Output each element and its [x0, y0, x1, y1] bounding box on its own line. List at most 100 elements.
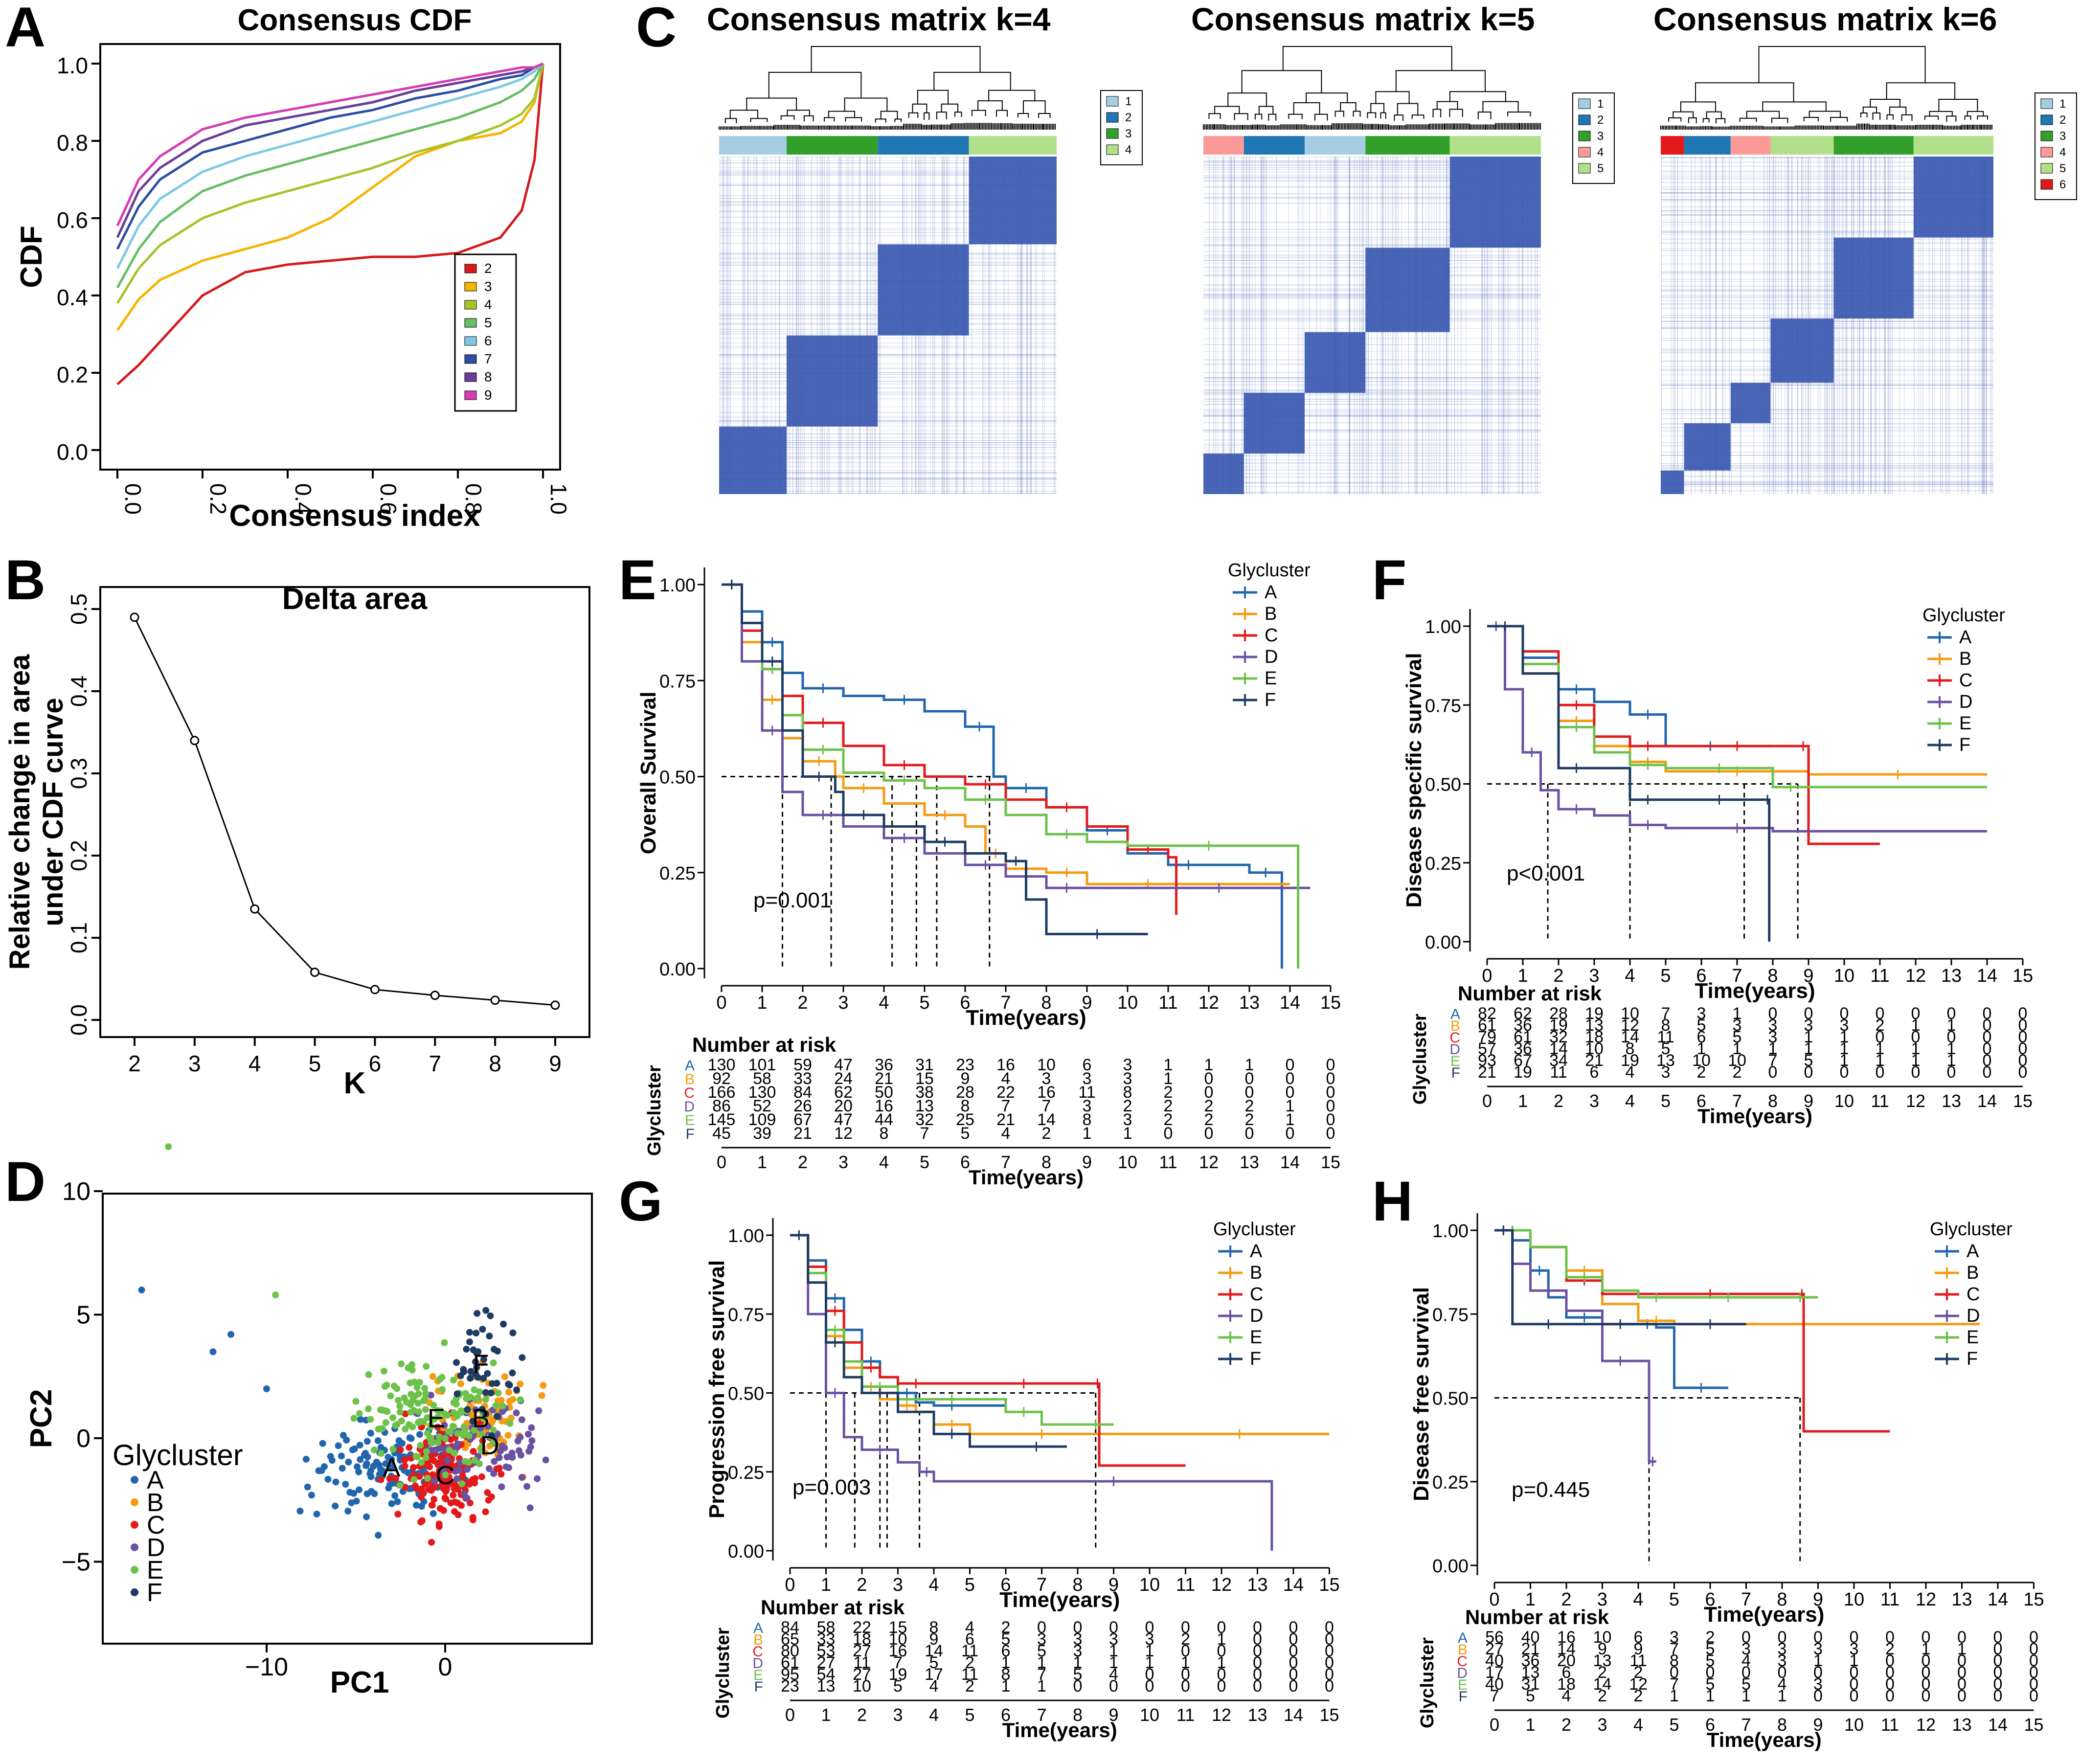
risk-cell: 0: [1217, 1642, 1226, 1660]
risk-cell: 6: [965, 1630, 974, 1649]
risk-cell: 0: [1326, 1083, 1335, 1102]
pca-point-C: [426, 1463, 433, 1470]
cluster-bar-segment: [1305, 136, 1366, 155]
km-ytick-label: 0.00: [1432, 1556, 1469, 1577]
risk-cell: 1: [1204, 1056, 1214, 1074]
pca-point-A: [388, 1456, 395, 1463]
consensus-matrix-k4: 1 2 3 4: [719, 46, 1143, 494]
pca-point-D: [497, 1447, 504, 1455]
risk-cell: 52: [753, 1097, 771, 1115]
pca-point-D: [491, 1458, 498, 1465]
b-xtick-label: 3: [188, 1051, 201, 1076]
risk-cell: 61: [781, 1653, 799, 1672]
pca-point-A: [320, 1463, 328, 1470]
risk-cell: 3: [1083, 1097, 1092, 1115]
cdf-line-k9: [116, 62, 544, 226]
risk-cell: 2: [1164, 1110, 1173, 1129]
km-xtick-label: 6: [1705, 1589, 1715, 1610]
risk-xtick-label: 15: [2013, 1091, 2033, 1111]
cluster-legend-label: 4: [1597, 146, 1604, 159]
km-xtick-label: 12: [1916, 1589, 1936, 1610]
risk-cell: 0: [1922, 1687, 1931, 1705]
panel-b-ylabel-1: Relative change in area: [4, 654, 36, 970]
risk-cell: 32: [915, 1110, 934, 1129]
risk-row-label: F: [686, 1126, 695, 1142]
pca-point-C: [420, 1490, 427, 1497]
cluster-legend-swatch: [1578, 163, 1591, 174]
risk-row-label: E: [753, 1667, 763, 1683]
pca-point-C: [401, 1456, 408, 1464]
risk-xtick-label: 0: [717, 1152, 726, 1172]
risk-cell: 12: [834, 1124, 853, 1143]
pca-point-A: [371, 1490, 378, 1497]
a-legend-label: 7: [484, 351, 492, 366]
pca-point-A: [367, 1473, 375, 1480]
pca-centroid-label: E: [428, 1404, 445, 1433]
risk-xtick-label: 8: [1777, 1715, 1787, 1735]
risk-cell: 2: [1733, 1063, 1742, 1082]
risk-cell: 8: [1001, 1665, 1011, 1684]
km-curve-E: [1487, 625, 1987, 789]
km-xlabel: Time(years): [1695, 979, 1815, 1003]
a-legend-swatch: [464, 390, 477, 400]
consensus-block: [1203, 453, 1244, 494]
risk-cell: 2: [1245, 1097, 1254, 1115]
km-xtick-label: 15: [2012, 966, 2033, 986]
pca-point-E: [428, 1439, 435, 1447]
pca-point-D: [513, 1409, 520, 1417]
risk-cell: 1: [1073, 1653, 1083, 1672]
consensus-matrix-k5: 1 2 3 4 5: [1203, 46, 1615, 494]
risk-cell: 0: [1885, 1651, 1895, 1670]
pca-point-A: [348, 1499, 355, 1507]
risk-row-label: E: [685, 1112, 695, 1129]
risk-cell: 58: [817, 1618, 836, 1637]
pca-point-D: [496, 1454, 503, 1461]
risk-cell: 0: [1778, 1663, 1787, 1682]
risk-cell: 0: [1741, 1663, 1751, 1682]
risk-xtick-label: 6: [1705, 1715, 1715, 1735]
pca-point-E: [396, 1482, 404, 1489]
risk-row-label: E: [1458, 1677, 1468, 1693]
pca-point-A: [367, 1429, 374, 1437]
risk-cell: 8: [1626, 1040, 1635, 1058]
risk-cell: 18: [853, 1630, 871, 1649]
risk-cell: 5: [1741, 1675, 1751, 1694]
risk-row-label: F: [1451, 1065, 1460, 1081]
cluster-legend-swatch: [1578, 131, 1591, 141]
risk-row-label: C: [1449, 1030, 1460, 1046]
risk-cell: 40: [1485, 1651, 1504, 1670]
km-legend-label: B: [1250, 1263, 1262, 1283]
cluster-legend-label: 2: [1597, 113, 1604, 127]
km-xtick-label: 14: [1283, 1575, 1304, 1595]
b-xtick-label: 7: [429, 1051, 441, 1076]
pca-point-E: [416, 1379, 423, 1386]
km-ytick-label: 0.75: [1432, 1305, 1469, 1325]
pca-point-E: [367, 1416, 374, 1423]
km-pvalue: p=0.001: [753, 888, 832, 912]
pca-point-F: [484, 1370, 491, 1377]
km-legend-title: Glycluster: [1228, 560, 1311, 581]
km-curve-A: [1494, 1229, 1728, 1389]
pca-point-F: [453, 1390, 461, 1398]
risk-cell: 10: [853, 1677, 871, 1696]
km-xtick-label: 1: [821, 1575, 831, 1595]
risk-row-label: D: [684, 1099, 695, 1115]
cluster-legend-label: 1: [2059, 97, 2066, 111]
risk-cell: 10: [1728, 1051, 1746, 1070]
cluster-legend-label: 3: [2059, 130, 2066, 143]
pca-point-D: [427, 1391, 434, 1399]
risk-row-label: C: [684, 1085, 695, 1101]
km-ylabel: Disease specific survival: [1402, 653, 1426, 908]
pca-point-F: [467, 1368, 475, 1375]
risk-cell: 67: [1514, 1051, 1532, 1070]
pca-point-F: [466, 1338, 473, 1346]
pca-point-A: [339, 1465, 346, 1472]
risk-cell: 86: [712, 1097, 731, 1115]
risk-cell: 7: [920, 1124, 929, 1143]
km-xtick-label: 13: [1239, 993, 1260, 1013]
risk-row-label: C: [752, 1644, 763, 1660]
pca-point-F: [509, 1329, 517, 1336]
pca-point-C: [429, 1501, 436, 1509]
pca-centroid-label: C: [436, 1461, 455, 1490]
risk-xtick-label: 15: [1321, 1152, 1340, 1172]
